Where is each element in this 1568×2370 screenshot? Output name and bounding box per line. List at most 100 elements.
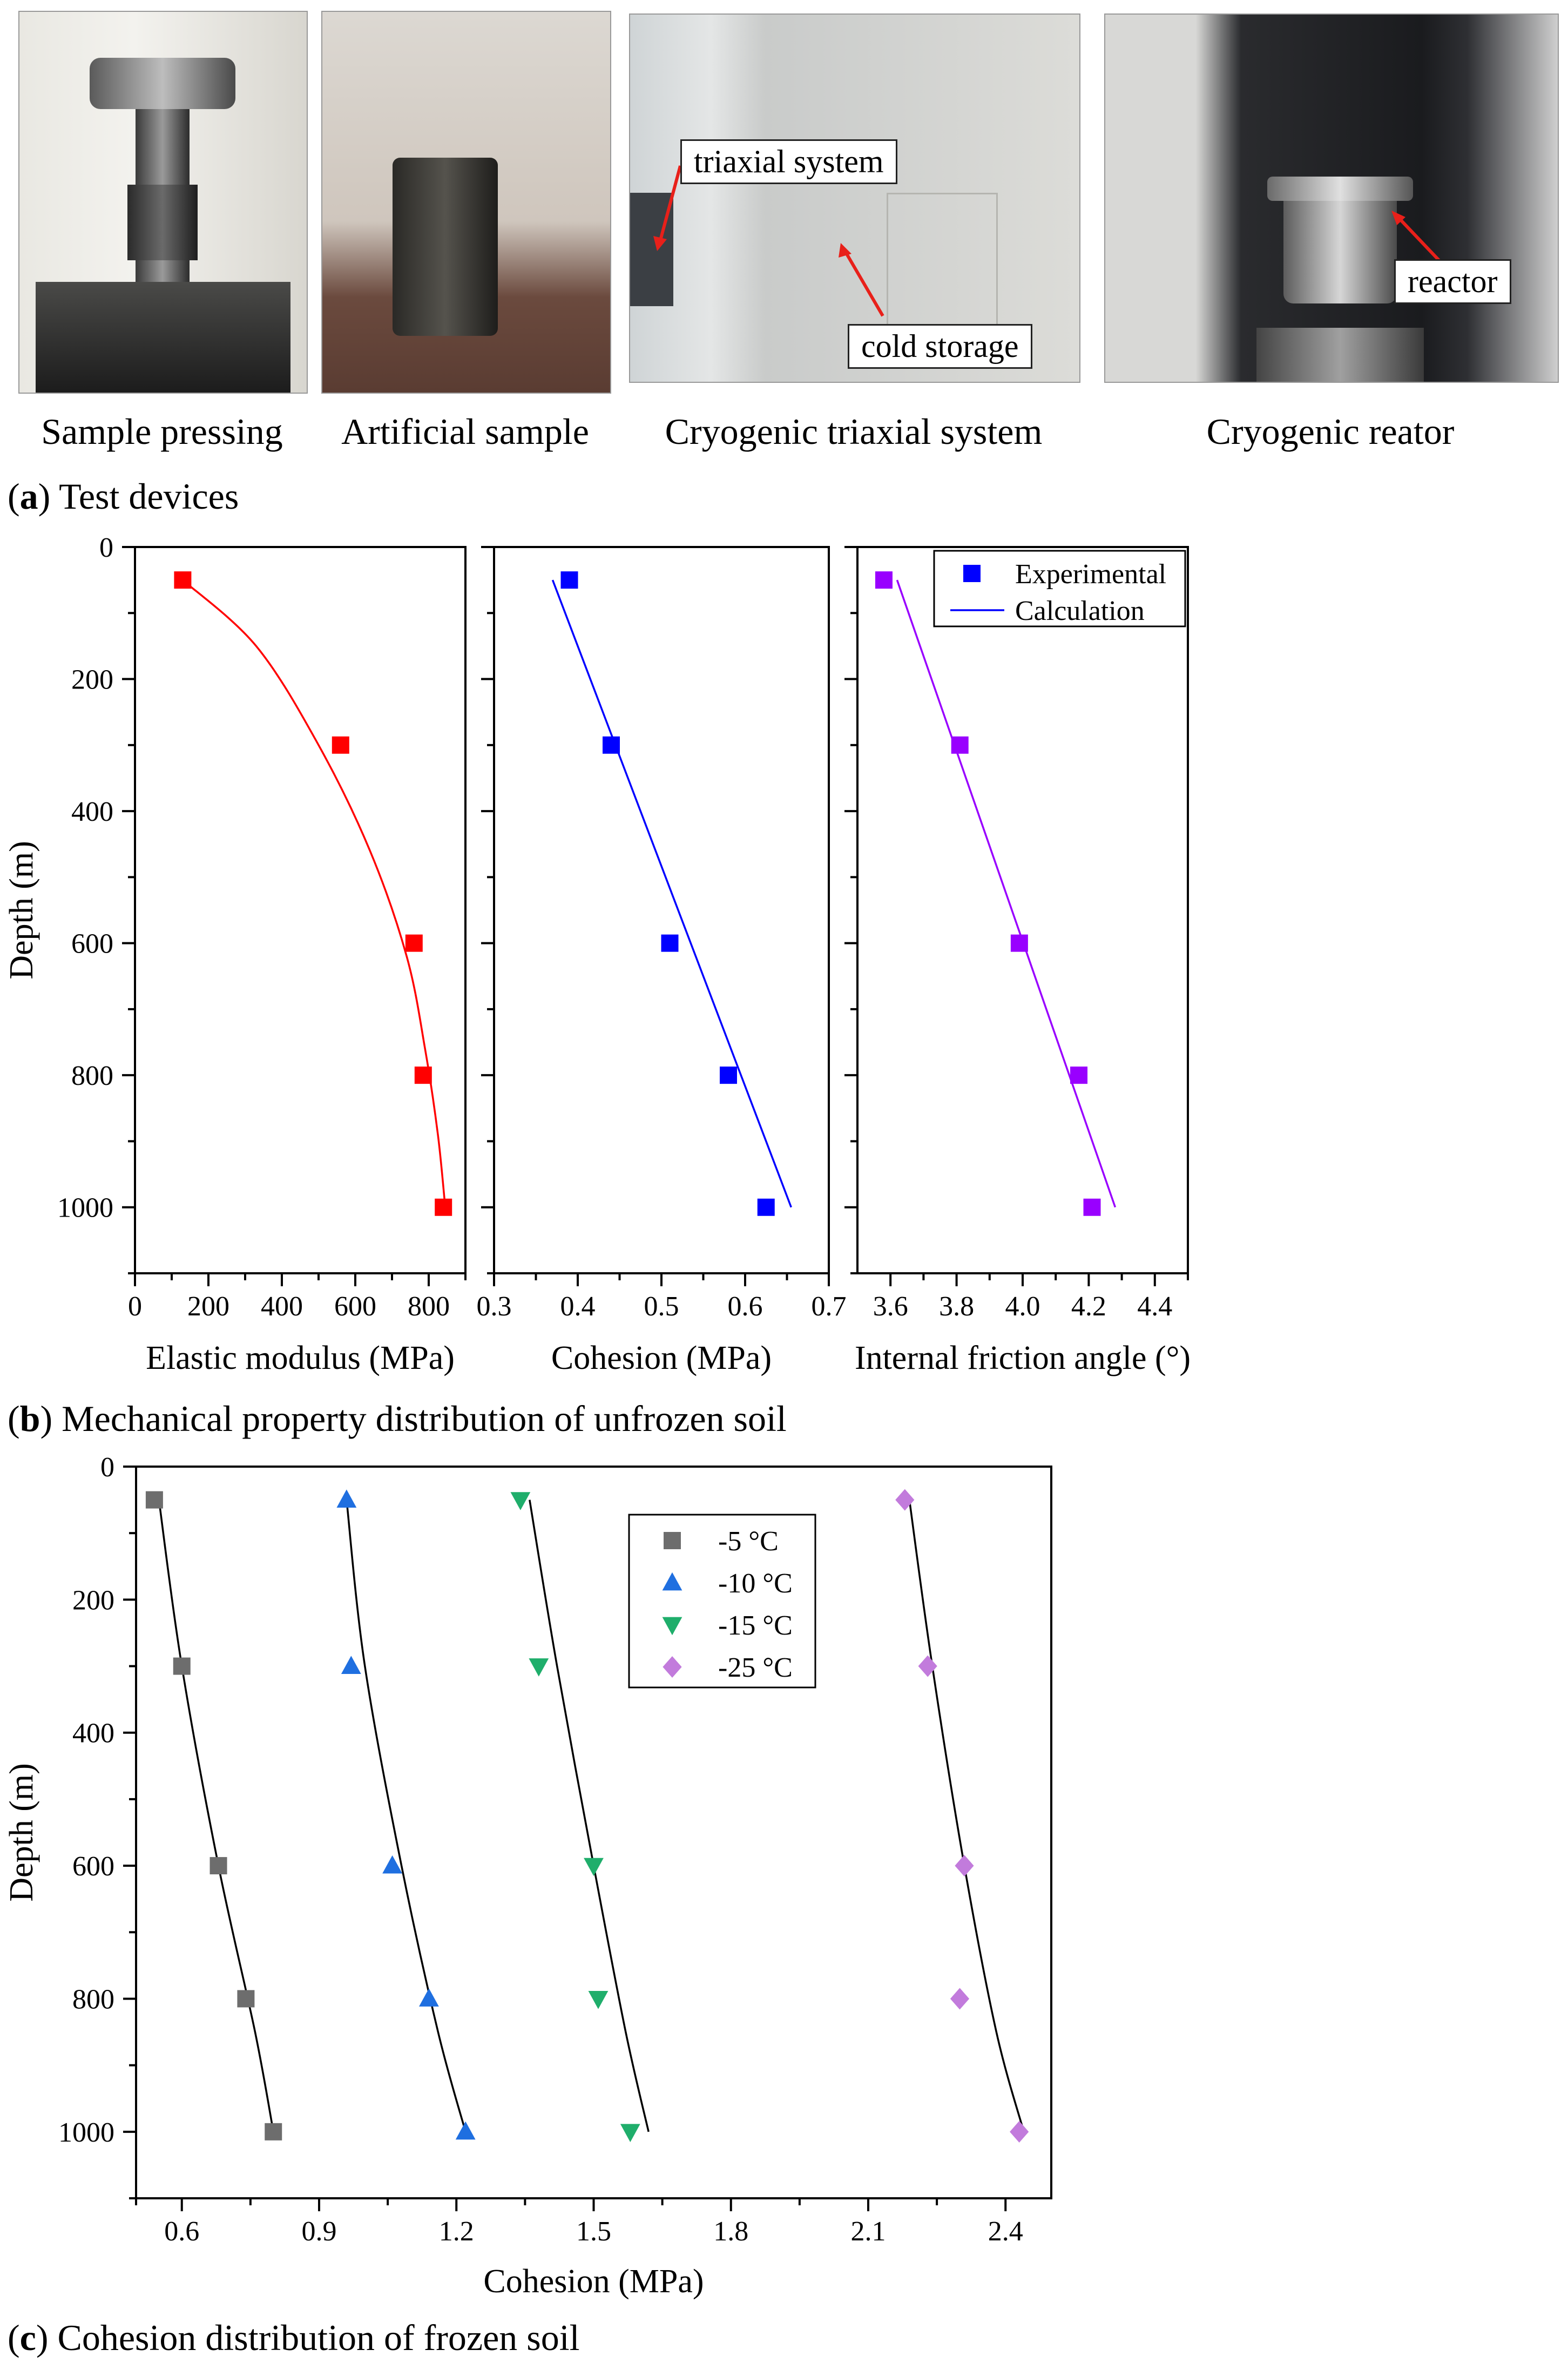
chart-frozen-xlabel: Cohesion (MPa) xyxy=(483,2263,704,2300)
legend-series-2-label: -15 °C xyxy=(718,1610,793,1641)
chart-elastic-point xyxy=(405,934,423,952)
chart-elastic-ytick-label: 200 xyxy=(71,665,113,696)
chart-elastic-point xyxy=(414,1066,432,1084)
photo-label-sample-pressing: Sample pressing xyxy=(41,411,283,452)
chart-cohesion-unfrozen-point xyxy=(560,571,578,589)
chart-cohesion-unfrozen-point xyxy=(720,1066,737,1084)
chart-friction-point xyxy=(1010,934,1028,952)
callout-reactor: reactor xyxy=(1394,259,1511,304)
photo-label-cryogenic-reactor: Cryogenic reator xyxy=(1206,411,1455,452)
reactor-body xyxy=(1283,187,1397,303)
chart-elastic-xtick-label: 600 xyxy=(334,1291,376,1322)
photo-sample-pressing xyxy=(18,11,308,394)
caption-letter-c: c xyxy=(19,2317,36,2358)
legend-experimental-label: Experimental xyxy=(1015,559,1166,590)
chart-unfrozen-soil: 0 200 400 600 800 0 200 400 600 800 1000 Depth (m) E… xyxy=(3,535,1191,1376)
chart-frozen-xtick-label: 1.5 xyxy=(576,2216,611,2247)
chart-frozen-ylabel: Depth (m) xyxy=(3,1763,40,1902)
series-2-point xyxy=(588,1991,609,2009)
chart-cohesion-unfrozen-point xyxy=(757,1198,775,1216)
legend-series-3-label: -25 °C xyxy=(718,1652,793,1683)
legend-experimental-marker xyxy=(963,565,981,582)
chart-frozen-xtick-label: 1.8 xyxy=(713,2216,748,2247)
chart-elastic-ytick-label: 0 xyxy=(99,535,113,563)
chart-frozen-xtick-label: 0.6 xyxy=(164,2216,199,2247)
photo-cryogenic-reactor xyxy=(1104,13,1559,383)
chart-friction-xtick-label: 4.4 xyxy=(1137,1291,1172,1322)
chart-frozen-ytick-label: 200 xyxy=(72,1585,114,1616)
chart-elastic-point xyxy=(174,571,192,589)
reactor-base xyxy=(1256,328,1424,382)
chart-elastic-frame xyxy=(134,546,467,1274)
chart-frozen-soil-cohesion: 0.6 0.9 1.2 1.5 1.8 2.1 2.4 0 200 400 600 800 1000 De… xyxy=(3,1453,1052,2300)
chart-friction-fit-line xyxy=(896,579,1117,1208)
series-0-point xyxy=(237,1990,255,2008)
series-1-point xyxy=(455,2121,476,2140)
chart-frozen-ytick-label: 800 xyxy=(72,1984,114,2015)
triaxial-arrows xyxy=(653,165,884,317)
caption-letter-a: a xyxy=(19,476,38,517)
chart-friction-point xyxy=(875,571,893,589)
photo-label-cryogenic-triaxial-system: Cryogenic triaxial system xyxy=(665,411,1043,452)
legend-frozen-box xyxy=(628,1514,816,1689)
chart-friction-xtick-label: 4.0 xyxy=(1005,1291,1040,1322)
series-1-point xyxy=(336,1489,357,1508)
chart-frozen-xtick-label: 2.1 xyxy=(851,2216,886,2247)
photo-artificial-sample xyxy=(321,11,611,394)
chart-elastic-xtick-label: 400 xyxy=(261,1291,303,1322)
series-2-point xyxy=(529,1658,549,1677)
chart-frozen-ytick-label: 0 xyxy=(100,1453,114,1483)
chart-elastic-xtick-label: 200 xyxy=(187,1291,229,1322)
caption-panel-b: (b) Mechanical property distribution of … xyxy=(8,1398,787,1439)
caption-panel-c: (c) Cohesion distribution of frozen soil xyxy=(8,2317,580,2358)
chart-friction-point xyxy=(1083,1198,1101,1216)
series-2-point xyxy=(620,2124,640,2143)
callout-triaxial-system: triaxial system xyxy=(680,139,897,184)
legend-calculation-label: Calculation xyxy=(1015,596,1145,626)
series-3-point xyxy=(955,1855,974,1877)
chart-elastic-xtick-label: 800 xyxy=(408,1291,450,1322)
press-base xyxy=(36,282,290,393)
reactor-arrow xyxy=(1391,211,1451,273)
chart-cohesion-unfrozen-xtick-label: 0.5 xyxy=(644,1291,679,1322)
press-top-plate xyxy=(90,58,235,109)
chart-elastic-ytick-label: 800 xyxy=(71,1061,113,1091)
chart-cohesion-unfrozen-point xyxy=(603,736,620,754)
triaxial-panel xyxy=(630,193,673,306)
chart-elastic-ytick-label: 400 xyxy=(71,796,113,827)
legend-series-0-marker xyxy=(664,1532,681,1549)
caption-text-a: Test devices xyxy=(59,476,239,517)
series-3-point xyxy=(895,1489,915,1511)
legend-series-1-label: -10 °C xyxy=(718,1568,793,1599)
chart-frozen-xtick-label: 0.9 xyxy=(302,2216,337,2247)
chart-cohesion-unfrozen-point xyxy=(661,934,679,952)
chart-friction-point xyxy=(951,736,969,754)
caption-text-c: Cohesion distribution of frozen soil xyxy=(57,2317,580,2358)
caption-letter-b: b xyxy=(19,1398,40,1439)
legend-unfrozen-box xyxy=(933,550,1186,627)
chart-cohesion-unfrozen-xtick-label: 0.4 xyxy=(560,1291,596,1322)
series-1-point xyxy=(382,1855,402,1874)
chart-cohesion-unfrozen-xtick-label: 0.3 xyxy=(477,1291,512,1322)
chart-friction-point xyxy=(1070,1066,1088,1084)
caption-text-b: Mechanical property distribution of unfr… xyxy=(62,1398,787,1439)
series-0-point xyxy=(173,1657,191,1675)
chart-friction-xtick-label: 4.2 xyxy=(1071,1291,1106,1322)
chart-friction-frame xyxy=(856,546,1189,1274)
chart-frozen-xtick-label: 1.2 xyxy=(439,2216,474,2247)
series-2-point xyxy=(510,1492,531,1510)
callout-cold-storage: cold storage xyxy=(848,324,1032,369)
chart-cohesion-unfrozen-xtick-label: 0.6 xyxy=(728,1291,763,1322)
chart-frozen-xtick-label: 2.4 xyxy=(988,2216,1023,2247)
photo-cryogenic-triaxial-system xyxy=(629,13,1080,383)
chart-elastic-fit-line xyxy=(182,579,447,1207)
chart-elastic-xlabel: Elastic modulus (MPa) xyxy=(146,1340,455,1376)
caption-panel-a: (a) Test devices xyxy=(8,476,239,517)
series-0-point xyxy=(265,2123,282,2141)
chart-elastic-ylabel: Depth (m) xyxy=(3,841,40,980)
photo-label-artificial-sample: Artificial sample xyxy=(341,411,589,452)
legend-series-0-label: -5 °C xyxy=(718,1526,779,1557)
chart-friction-xtick-label: 3.6 xyxy=(873,1291,908,1322)
series-2-fit-line xyxy=(529,1500,650,2132)
legend-series-1-marker xyxy=(662,1572,682,1591)
